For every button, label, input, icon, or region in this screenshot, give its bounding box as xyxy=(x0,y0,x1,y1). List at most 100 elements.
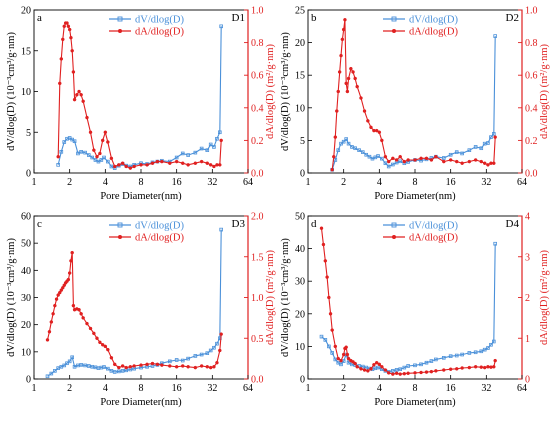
x-tick-label: 32 xyxy=(207,177,217,188)
legend-marker xyxy=(391,16,397,22)
y-tick-label: 50 xyxy=(295,212,305,223)
data-point-dv xyxy=(174,155,179,160)
data-point-da xyxy=(51,312,55,316)
y2-tick-label: 1.0 xyxy=(525,6,538,17)
panel-letter: b xyxy=(311,12,317,24)
data-point-da xyxy=(47,329,52,334)
y2-tick-label: 0.6 xyxy=(525,71,538,82)
data-point-da xyxy=(394,371,399,376)
data-point-da xyxy=(208,163,213,167)
data-point-dv xyxy=(90,155,95,160)
data-point-da xyxy=(328,312,333,316)
data-point-dv xyxy=(424,360,429,365)
data-point-da xyxy=(69,35,73,40)
data-point-dv xyxy=(486,141,490,145)
data-point-dv xyxy=(360,150,365,154)
data-point-dv xyxy=(62,363,67,368)
data-point-da xyxy=(150,161,155,165)
data-point-da xyxy=(406,371,410,376)
data-point-da xyxy=(81,99,85,104)
x-tick-label: 64 xyxy=(243,383,253,394)
data-point-da xyxy=(212,164,216,169)
data-point-dv xyxy=(180,151,185,156)
x-tick-label: 1 xyxy=(32,177,37,188)
data-point-dv xyxy=(62,140,67,144)
y2-axis-label: dA/dlog(D) (m²/g·nm) xyxy=(539,249,550,345)
data-point-da xyxy=(81,316,85,320)
data-point-dv xyxy=(383,161,388,166)
data-point-da xyxy=(205,365,210,369)
data-point-da xyxy=(374,128,379,133)
data-point-dv xyxy=(193,354,198,358)
data-point-da xyxy=(374,360,379,365)
data-point-da xyxy=(85,321,89,326)
data-point-dv xyxy=(441,356,446,360)
data-point-dv xyxy=(360,364,365,369)
data-point-dv xyxy=(486,346,490,350)
data-point-dv xyxy=(327,344,331,349)
data-point-da xyxy=(174,365,179,369)
data-point-dv xyxy=(402,365,407,370)
data-point-da xyxy=(88,326,93,331)
y-tick-label: 25 xyxy=(295,6,305,17)
data-point-da xyxy=(168,161,172,165)
y-tick-label: 5 xyxy=(300,136,305,147)
data-point-da xyxy=(212,365,216,369)
data-point-dv xyxy=(56,163,60,167)
data-point-da xyxy=(460,161,464,165)
data-point-dv xyxy=(86,364,91,368)
data-point-dv xyxy=(406,364,410,368)
data-point-dv xyxy=(492,339,496,344)
data-point-da xyxy=(473,365,478,369)
legend-label: dV/dlog(D) xyxy=(135,221,184,232)
data-point-da xyxy=(492,365,496,369)
data-point-da xyxy=(448,367,453,371)
data-point-dv xyxy=(99,158,104,162)
data-point-da xyxy=(95,154,99,159)
x-tick-label: 4 xyxy=(377,383,382,394)
y2-tick-label: 2.0 xyxy=(251,212,264,223)
x-tick-label: 8 xyxy=(139,177,144,188)
data-point-da xyxy=(345,352,350,357)
data-point-da xyxy=(493,135,497,139)
data-point-dv xyxy=(86,153,91,157)
data-point-dv xyxy=(112,370,117,374)
data-point-dv xyxy=(117,369,121,374)
y-tick-label: 20 xyxy=(21,320,31,331)
data-point-da xyxy=(325,275,329,279)
x-tick-label: 16 xyxy=(172,383,182,394)
y2-tick-label: 0.2 xyxy=(525,136,538,147)
legend-marker xyxy=(392,235,396,239)
x-tick-label: 4 xyxy=(377,177,382,188)
data-point-da xyxy=(413,158,417,162)
data-point-da xyxy=(85,115,89,120)
data-point-da xyxy=(186,365,190,369)
legend-label: dV/dlog(D) xyxy=(135,15,184,26)
data-point-da xyxy=(58,290,62,295)
x-tick-label: 1 xyxy=(306,383,311,394)
y-tick-label: 10 xyxy=(295,103,305,114)
data-point-da xyxy=(199,364,204,368)
data-point-da xyxy=(482,161,487,165)
data-point-dv xyxy=(346,141,351,146)
data-point-dv xyxy=(479,349,484,354)
data-point-dv xyxy=(102,155,106,160)
data-point-da xyxy=(160,159,164,164)
data-point-da xyxy=(424,370,429,374)
data-point-dv xyxy=(460,352,464,357)
data-point-da xyxy=(398,154,402,159)
data-point-da xyxy=(112,362,117,367)
data-point-dv xyxy=(367,154,372,159)
data-point-dv xyxy=(357,148,361,152)
data-point-dv xyxy=(482,141,487,146)
x-tick-label: 4 xyxy=(103,177,108,188)
data-point-da xyxy=(128,166,133,170)
y-tick-label: 60 xyxy=(21,212,31,223)
legend-marker xyxy=(118,235,122,239)
y-tick-label: 50 xyxy=(21,239,31,250)
x-tick-label: 16 xyxy=(172,177,182,188)
data-point-dv xyxy=(398,159,402,164)
data-point-da xyxy=(77,89,81,94)
y2-tick-label: 0.6 xyxy=(251,71,264,82)
